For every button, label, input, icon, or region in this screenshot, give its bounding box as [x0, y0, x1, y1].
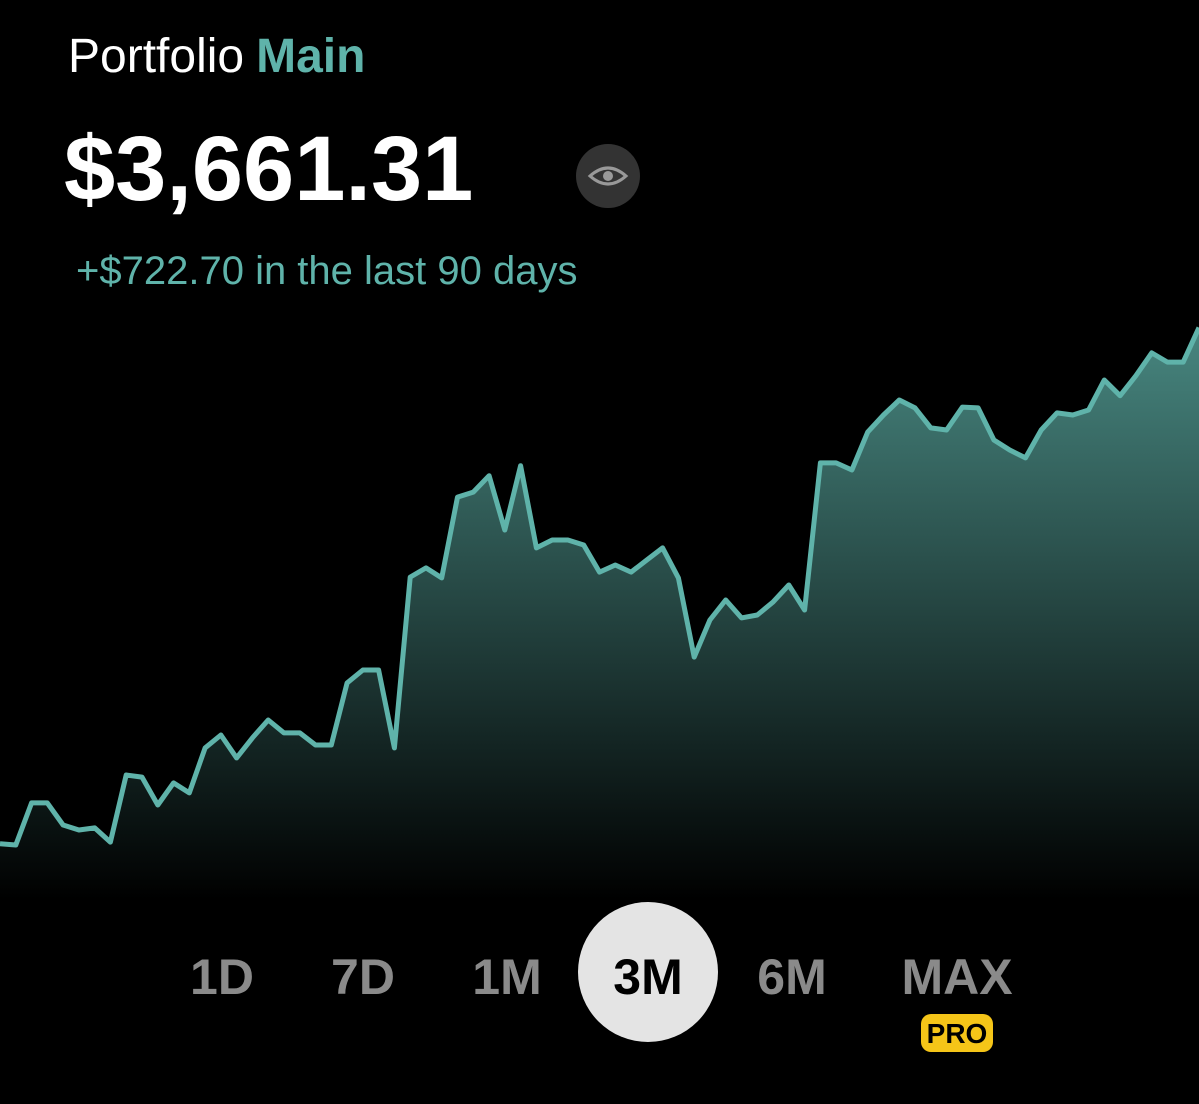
badge: PRO: [927, 1018, 988, 1049]
line: [0, 326, 1199, 848]
range-selected[interactable]: [578, 902, 718, 1042]
title-text: Portfolio: [68, 30, 244, 83]
range-button[interactable]: 1D: [190, 949, 254, 1005]
balance: $3,661.31: [64, 118, 473, 220]
range-button[interactable]: 1M: [472, 949, 541, 1005]
portfolio-name[interactable]: Main: [256, 30, 365, 83]
change: +$722.70 in the last 90 days: [76, 249, 577, 293]
eye-icon: [587, 166, 629, 186]
range-button[interactable]: 3M: [613, 949, 682, 1005]
range-button[interactable]: MAX: [901, 949, 1012, 1005]
area: [0, 327, 1199, 901]
range-button[interactable]: 6M: [757, 949, 826, 1005]
title: Portfolio Main: [68, 30, 365, 83]
range-button[interactable]: 7D: [331, 949, 395, 1005]
badge-bg: [921, 1014, 993, 1052]
eye-toggle[interactable]: [576, 144, 640, 208]
eye-pupil: [603, 171, 613, 181]
